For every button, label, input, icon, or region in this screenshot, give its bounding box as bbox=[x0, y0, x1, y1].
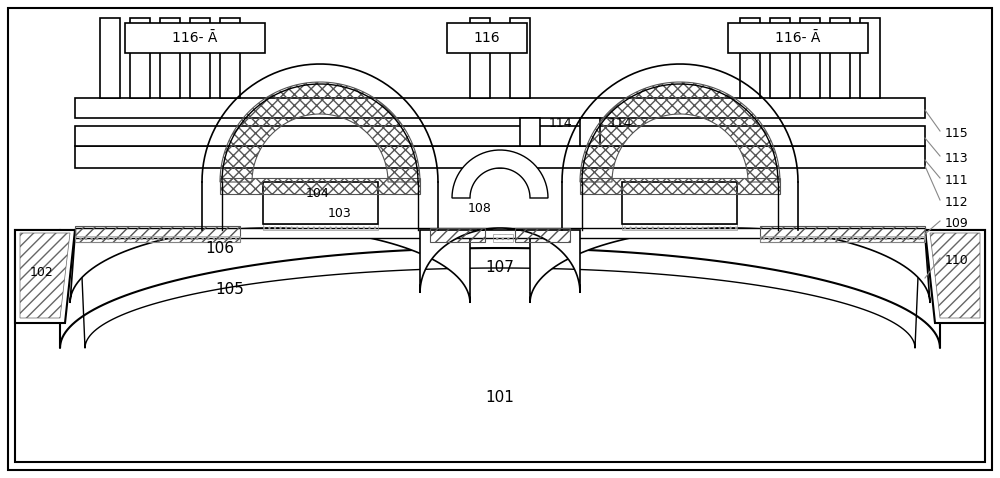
Bar bbox=[770, 18, 790, 98]
Text: 109: 109 bbox=[945, 217, 969, 229]
Bar bbox=[760, 226, 925, 242]
Bar bbox=[740, 18, 760, 98]
Text: 102: 102 bbox=[30, 267, 54, 280]
Bar bbox=[220, 178, 420, 194]
Bar bbox=[580, 178, 780, 194]
Bar bbox=[100, 18, 120, 98]
Text: 105: 105 bbox=[216, 282, 244, 297]
Text: 116: 116 bbox=[474, 31, 500, 45]
Bar bbox=[220, 18, 240, 98]
Bar bbox=[160, 18, 180, 98]
Bar bbox=[830, 18, 850, 98]
Bar bbox=[515, 228, 570, 242]
Text: 103: 103 bbox=[328, 206, 352, 219]
Text: 113: 113 bbox=[945, 152, 969, 164]
Bar bbox=[125, 23, 265, 53]
Bar bbox=[75, 126, 925, 146]
Bar bbox=[430, 228, 485, 242]
Bar bbox=[728, 23, 868, 53]
Polygon shape bbox=[452, 150, 548, 198]
Text: 107: 107 bbox=[486, 261, 514, 275]
Polygon shape bbox=[925, 230, 985, 323]
Text: 116- Ā: 116- Ā bbox=[172, 31, 218, 45]
Text: 114: 114 bbox=[608, 117, 632, 130]
Bar bbox=[75, 226, 240, 242]
Bar bbox=[860, 18, 880, 98]
Bar bbox=[760, 236, 925, 242]
Text: 106: 106 bbox=[206, 240, 234, 256]
Polygon shape bbox=[530, 228, 930, 303]
Bar bbox=[622, 182, 737, 224]
Bar bbox=[580, 118, 600, 146]
Text: 115: 115 bbox=[945, 127, 969, 140]
Text: 104: 104 bbox=[306, 186, 330, 199]
Bar bbox=[75, 98, 925, 118]
Bar bbox=[75, 146, 925, 168]
Bar bbox=[622, 224, 737, 230]
Text: 101: 101 bbox=[486, 391, 514, 405]
Bar bbox=[470, 18, 490, 98]
Polygon shape bbox=[15, 230, 75, 323]
Bar bbox=[15, 230, 985, 462]
Bar bbox=[520, 118, 540, 146]
Text: 111: 111 bbox=[945, 174, 969, 186]
Polygon shape bbox=[420, 228, 580, 293]
Bar bbox=[263, 182, 378, 224]
Bar bbox=[263, 224, 378, 230]
Text: 112: 112 bbox=[945, 196, 969, 208]
Bar bbox=[800, 18, 820, 98]
Bar bbox=[75, 236, 240, 242]
Bar bbox=[130, 18, 150, 98]
Bar bbox=[510, 18, 530, 98]
Bar bbox=[75, 228, 925, 238]
Text: 108: 108 bbox=[468, 202, 492, 215]
Text: 116- Ā: 116- Ā bbox=[775, 31, 821, 45]
Bar bbox=[493, 234, 513, 242]
Bar bbox=[190, 18, 210, 98]
Text: 110: 110 bbox=[945, 253, 969, 267]
Bar bbox=[447, 23, 527, 53]
Polygon shape bbox=[70, 228, 470, 303]
Text: 114: 114 bbox=[548, 117, 572, 130]
